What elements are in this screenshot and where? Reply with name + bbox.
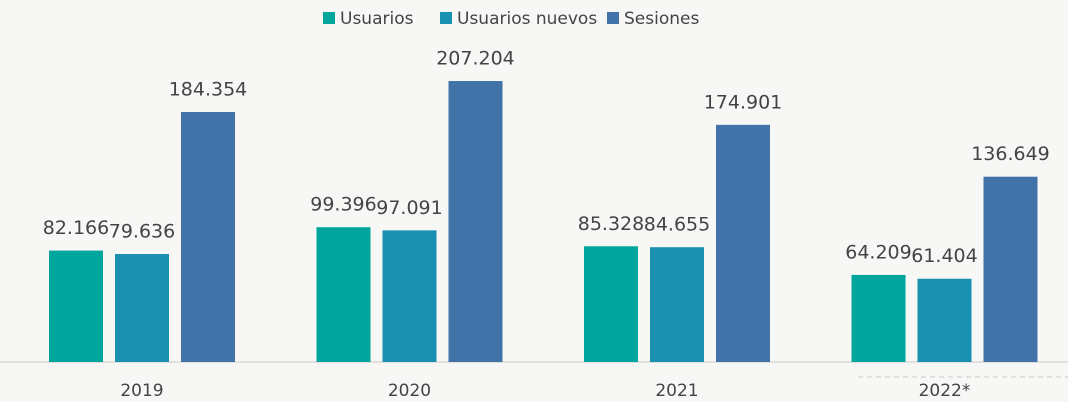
bar: [851, 274, 906, 362]
legend-label: Usuarios: [340, 9, 414, 29]
legend-label: Sesiones: [624, 9, 699, 29]
bar: [49, 250, 103, 362]
x-tick-label: 2020: [388, 381, 431, 401]
value-label: 207.204: [436, 48, 515, 70]
legend-swatch: [607, 12, 619, 24]
bar: [115, 254, 169, 362]
value-label: 61.404: [911, 245, 977, 267]
value-label: 64.209: [845, 241, 911, 263]
value-label: 184.354: [169, 79, 248, 101]
x-tick-label: 2021: [655, 381, 698, 401]
x-tick-label: 2019: [120, 381, 163, 401]
legend-swatch: [323, 12, 335, 24]
value-label: 99.396: [310, 194, 376, 216]
bar: [584, 246, 638, 362]
value-label: 97.091: [376, 197, 442, 219]
value-label: 79.636: [109, 221, 175, 243]
bar: [181, 112, 235, 362]
value-label: 85.328: [578, 213, 644, 235]
bar: [316, 227, 371, 362]
bar: [650, 247, 704, 362]
bar: [716, 124, 770, 362]
value-label: 174.901: [704, 91, 783, 113]
bar: [382, 230, 437, 362]
value-label: 136.649: [971, 143, 1050, 165]
bar: [448, 81, 503, 363]
legend-label: Usuarios nuevos: [457, 9, 597, 29]
bar: [983, 176, 1038, 362]
legend-swatch: [440, 12, 452, 24]
bar: [917, 278, 972, 362]
value-label: 84.655: [644, 214, 710, 236]
value-label: 82.166: [43, 217, 109, 239]
x-tick-label: 2022*: [919, 381, 971, 401]
